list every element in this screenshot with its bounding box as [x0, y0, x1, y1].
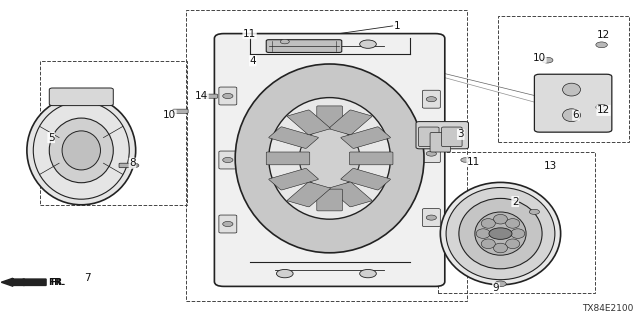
Circle shape: [529, 209, 540, 214]
FancyBboxPatch shape: [419, 127, 439, 147]
FancyBboxPatch shape: [266, 40, 342, 52]
Text: 2: 2: [512, 196, 518, 207]
Circle shape: [596, 42, 607, 48]
Text: 11: 11: [243, 28, 256, 39]
Circle shape: [596, 104, 607, 110]
Bar: [438, 152, 595, 293]
Text: 8: 8: [129, 158, 136, 168]
Circle shape: [426, 97, 436, 102]
Circle shape: [276, 269, 293, 278]
Circle shape: [541, 57, 553, 63]
Ellipse shape: [481, 219, 495, 228]
FancyBboxPatch shape: [219, 215, 237, 233]
Text: 5: 5: [48, 132, 54, 143]
FancyBboxPatch shape: [49, 88, 113, 106]
FancyBboxPatch shape: [534, 74, 612, 132]
FancyBboxPatch shape: [269, 127, 319, 148]
Ellipse shape: [300, 128, 360, 189]
Ellipse shape: [62, 131, 100, 170]
FancyBboxPatch shape: [119, 163, 136, 168]
FancyBboxPatch shape: [269, 168, 319, 190]
FancyBboxPatch shape: [329, 182, 372, 207]
Ellipse shape: [511, 229, 525, 238]
FancyBboxPatch shape: [287, 110, 330, 135]
FancyBboxPatch shape: [266, 152, 310, 165]
Ellipse shape: [475, 212, 526, 255]
Text: 7: 7: [84, 273, 91, 284]
Bar: [498, 16, 629, 142]
Text: FR.: FR.: [50, 278, 65, 287]
Bar: [40, 61, 187, 205]
Text: 4: 4: [250, 56, 256, 66]
Text: 14: 14: [195, 91, 208, 101]
Ellipse shape: [506, 239, 520, 249]
Ellipse shape: [481, 239, 495, 249]
Circle shape: [276, 40, 293, 48]
FancyBboxPatch shape: [349, 152, 393, 165]
FancyBboxPatch shape: [317, 106, 342, 128]
FancyBboxPatch shape: [442, 127, 462, 147]
Ellipse shape: [27, 96, 136, 205]
Text: 10: 10: [533, 52, 546, 63]
Ellipse shape: [269, 98, 390, 219]
FancyBboxPatch shape: [340, 168, 390, 190]
Circle shape: [495, 281, 506, 287]
FancyBboxPatch shape: [430, 132, 451, 152]
FancyBboxPatch shape: [219, 87, 237, 105]
Ellipse shape: [476, 229, 490, 238]
Circle shape: [461, 158, 470, 162]
Text: TX84E2100: TX84E2100: [582, 304, 634, 313]
FancyBboxPatch shape: [219, 151, 237, 169]
Text: 12: 12: [597, 30, 610, 40]
Ellipse shape: [493, 243, 508, 253]
Ellipse shape: [446, 188, 555, 280]
FancyBboxPatch shape: [416, 122, 468, 149]
Circle shape: [489, 228, 512, 239]
Text: 1: 1: [394, 20, 400, 31]
FancyBboxPatch shape: [214, 34, 445, 286]
Ellipse shape: [236, 64, 424, 253]
Circle shape: [280, 39, 289, 44]
Text: 3: 3: [458, 129, 464, 140]
Text: 9: 9: [493, 283, 499, 293]
FancyArrow shape: [1, 278, 46, 286]
Ellipse shape: [440, 182, 561, 285]
Circle shape: [426, 151, 436, 156]
Bar: [186, 10, 467, 301]
FancyBboxPatch shape: [422, 90, 440, 108]
Text: 12: 12: [597, 105, 610, 116]
FancyBboxPatch shape: [287, 182, 330, 207]
Circle shape: [130, 163, 139, 168]
Ellipse shape: [563, 109, 580, 122]
FancyBboxPatch shape: [422, 209, 440, 227]
Text: 11: 11: [467, 156, 480, 167]
Text: FR.: FR.: [48, 278, 65, 287]
Text: 13: 13: [544, 161, 557, 172]
FancyBboxPatch shape: [329, 110, 372, 135]
Ellipse shape: [493, 214, 508, 224]
Text: 10: 10: [163, 110, 176, 120]
FancyBboxPatch shape: [317, 189, 342, 211]
Text: 6: 6: [573, 110, 579, 120]
Circle shape: [360, 40, 376, 48]
FancyBboxPatch shape: [202, 94, 218, 98]
Ellipse shape: [563, 83, 580, 96]
FancyBboxPatch shape: [422, 145, 440, 163]
Circle shape: [426, 215, 436, 220]
Circle shape: [223, 157, 233, 163]
Circle shape: [223, 93, 233, 99]
FancyBboxPatch shape: [340, 127, 390, 148]
FancyBboxPatch shape: [173, 109, 188, 113]
Ellipse shape: [459, 198, 542, 269]
Ellipse shape: [506, 219, 520, 228]
Ellipse shape: [49, 118, 113, 183]
Circle shape: [223, 221, 233, 227]
Circle shape: [360, 269, 376, 278]
